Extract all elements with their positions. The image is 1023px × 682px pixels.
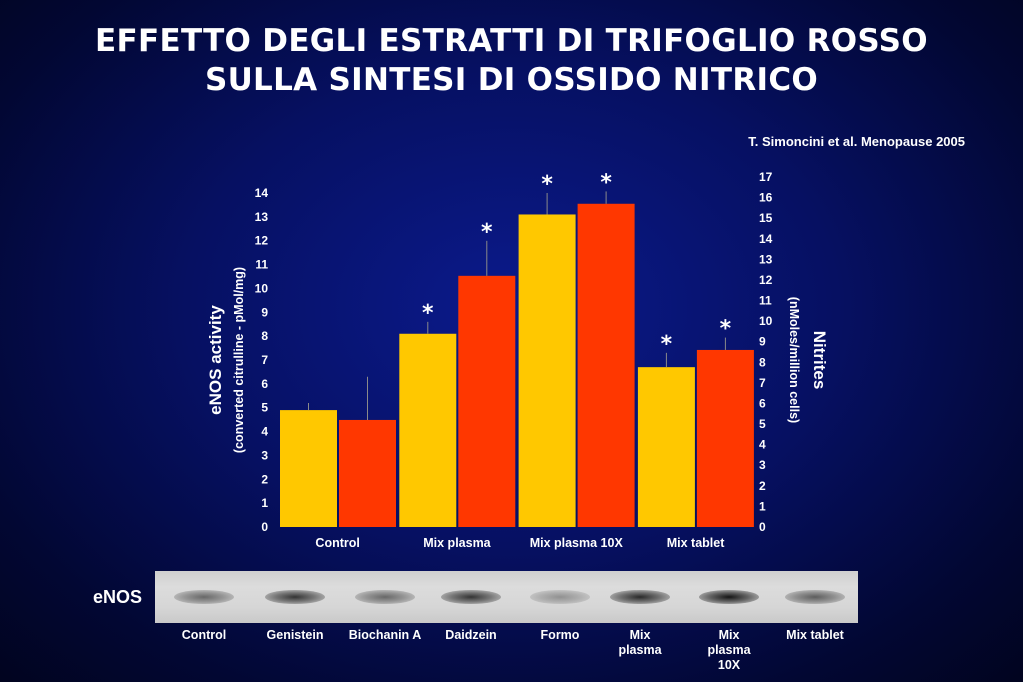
blot-lane-label-line: Daidzein (445, 628, 497, 642)
citation: T. Simoncini et al. Menopause 2005 (748, 134, 965, 149)
blot-lane-label-line: 10X (717, 658, 741, 672)
y-left-tick-label: 14 (255, 186, 269, 200)
y-right-tick-label: 9 (759, 335, 766, 349)
blot-band (610, 590, 670, 604)
y-right-tick-label: 4 (759, 438, 766, 452)
slide-title: EFFETTO DEGLI ESTRATTI DI TRIFOGLIO ROSS… (0, 22, 1023, 100)
blot-lane-label-line: Biochanin A (348, 628, 422, 642)
significance-marker: * (541, 172, 553, 197)
blot-lane-label: Genistein (250, 628, 340, 643)
blot-band (355, 590, 415, 604)
y-right-tick-label: 3 (759, 458, 766, 472)
y-left-axis-subtitle: (converted citrulline - pMol/mg) (232, 267, 246, 453)
y-right-tick-label: 16 (759, 191, 773, 205)
x-category-label: Mix plasma 10X (530, 536, 624, 550)
bar (637, 367, 695, 527)
y-left-tick-label: 2 (261, 472, 268, 486)
significance-marker: * (720, 317, 732, 342)
blot-lane-label-line: Mix tablet (786, 628, 844, 642)
bar (518, 214, 576, 527)
blot-lane-label: Mix tablet (770, 628, 860, 643)
bar (696, 349, 754, 527)
y-right-tick-label: 14 (759, 232, 773, 246)
y-right-axis-subtitle: (nMoles/million cells) (787, 297, 801, 423)
y-right-tick-label: 13 (759, 252, 773, 266)
y-left-tick-label: 10 (255, 281, 269, 295)
y-left-tick-label: 1 (261, 496, 268, 510)
blot-lane-label-line: Genistein (266, 628, 324, 642)
blot-lane-label-line: Mix (629, 628, 651, 642)
y-right-tick-label: 5 (759, 417, 766, 431)
blot-band (441, 590, 501, 604)
blot-lane-label-line: plasma (618, 643, 662, 657)
x-category-label: Control (315, 536, 359, 550)
y-right-tick-label: 8 (759, 355, 766, 369)
significance-marker: * (481, 220, 493, 245)
y-left-tick-label: 5 (261, 401, 268, 415)
blot-lane-label: Biochanin A (340, 628, 430, 643)
y-right-tick-label: 2 (759, 479, 766, 493)
y-right-tick-label: 1 (759, 499, 766, 513)
x-category-label: Mix plasma (423, 536, 491, 550)
title-line-2: SULLA SINTESI DI OSSIDO NITRICO (204, 62, 819, 98)
title-line-1: EFFETTO DEGLI ESTRATTI DI TRIFOGLIO ROSS… (95, 23, 928, 59)
y-left-tick-label: 9 (261, 305, 268, 319)
x-category-label: Mix tablet (667, 536, 725, 550)
blot-lane-label-line: Control (181, 628, 227, 642)
significance-marker: * (422, 301, 434, 326)
bar (577, 203, 635, 527)
blot-lane-label: Control (159, 628, 249, 643)
y-right-tick-label: 7 (759, 376, 766, 390)
bar (339, 419, 396, 527)
blot-band (174, 590, 234, 604)
y-left-tick-label: 12 (255, 234, 269, 248)
y-left-tick-label: 8 (261, 329, 268, 343)
significance-marker: * (661, 332, 673, 357)
blot-band (699, 590, 759, 604)
y-right-tick-label: 17 (759, 170, 773, 184)
blot-lane-label: Formo (515, 628, 605, 643)
blot-lane-label: Daidzein (426, 628, 516, 643)
y-right-axis-title: Nitrites (810, 331, 829, 390)
blot-lane-label-line: Formo (540, 628, 580, 642)
blot-band (530, 590, 590, 604)
western-blot-image (155, 571, 858, 623)
y-right-tick-label: 0 (759, 520, 766, 534)
y-right-tick-label: 6 (759, 396, 766, 410)
bar (399, 333, 457, 527)
blot-band (265, 590, 325, 604)
y-left-tick-label: 7 (261, 353, 268, 367)
y-left-tick-label: 11 (255, 258, 268, 272)
y-left-tick-label: 3 (261, 448, 268, 462)
enos-nitrites-bar-chart: 0123456789101112131401234567891011121314… (206, 170, 829, 550)
y-left-tick-label: 4 (261, 425, 268, 439)
y-left-tick-label: 6 (261, 377, 268, 391)
blot-lane-label: Mix plasma 10X (684, 628, 774, 673)
y-right-tick-label: 10 (759, 314, 773, 328)
blot-lane-label-line: plasma (707, 643, 751, 657)
significance-marker: * (600, 170, 612, 195)
blot-band (785, 590, 845, 604)
bar (280, 410, 337, 527)
blot-lane-label-line: Mix (718, 628, 740, 642)
y-left-tick-label: 0 (261, 520, 268, 534)
bar (458, 275, 516, 527)
blot-label: eNOS (92, 587, 142, 607)
y-right-tick-label: 15 (759, 211, 773, 225)
blot-lane-label: Mix plasma (595, 628, 685, 658)
y-right-tick-label: 11 (759, 294, 772, 308)
y-left-tick-label: 13 (255, 210, 269, 224)
y-left-axis-title: eNOS activity (206, 305, 225, 415)
y-right-tick-label: 12 (759, 273, 773, 287)
